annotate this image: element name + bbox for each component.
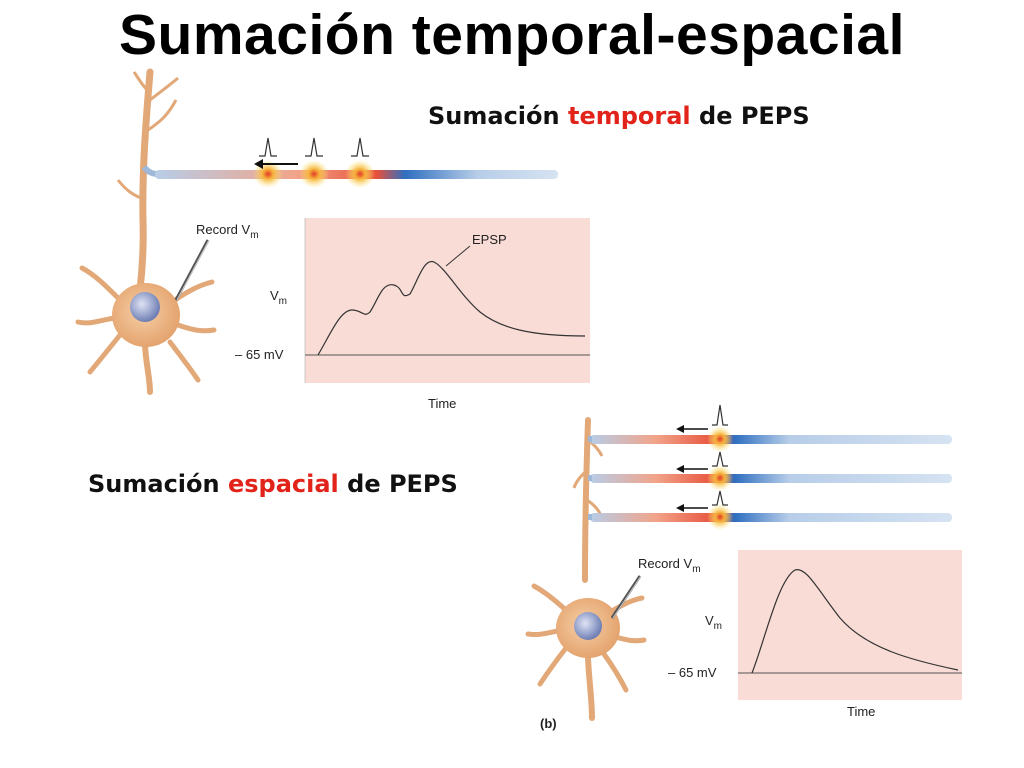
panel-b-axons [588,404,952,530]
temporal-summation-heading: Sumación temporal de PEPS [428,102,810,130]
nucleus-b [574,612,602,640]
temporal-heading-highlight: temporal [567,102,691,130]
record-label-b: Record Vm [638,556,701,575]
panel-b-label: (b) [540,716,557,731]
graph-a-background [305,218,590,383]
y-label-b: Vm [705,613,722,632]
temporal-heading-post: de PEPS [690,102,810,130]
panel-a-axon [141,137,558,188]
baseline-label-b: – 65 mV [668,665,717,680]
nucleus-a [130,292,160,322]
electrode-b [610,575,642,619]
x-label-a: Time [428,396,456,411]
electrode-a [174,239,210,301]
panel-a-neuron [75,68,217,395]
epsp-annotation: EPSP [472,232,507,247]
panel-a-graph [304,218,590,383]
spatial-heading-pre: Sumación [88,470,228,498]
slide-title: Sumación temporal-espacial [119,3,905,67]
baseline-label-a: – 65 mV [235,347,284,362]
spatial-heading-highlight: espacial [227,470,339,498]
panel-b-neuron [525,417,647,721]
spatial-heading-post: de PEPS [338,470,458,498]
epsp-trace-a [317,261,586,356]
spatial-summation-heading: Sumación espacial de PEPS [88,470,458,498]
x-label-b: Time [847,704,875,719]
graph-b-background [738,550,962,700]
panel-b-graph [738,550,962,700]
temporal-heading-pre: Sumación [428,102,568,130]
epsp-trace-b [751,569,959,674]
record-label-a: Record Vm [196,222,259,241]
y-label-a: Vm [270,288,287,307]
